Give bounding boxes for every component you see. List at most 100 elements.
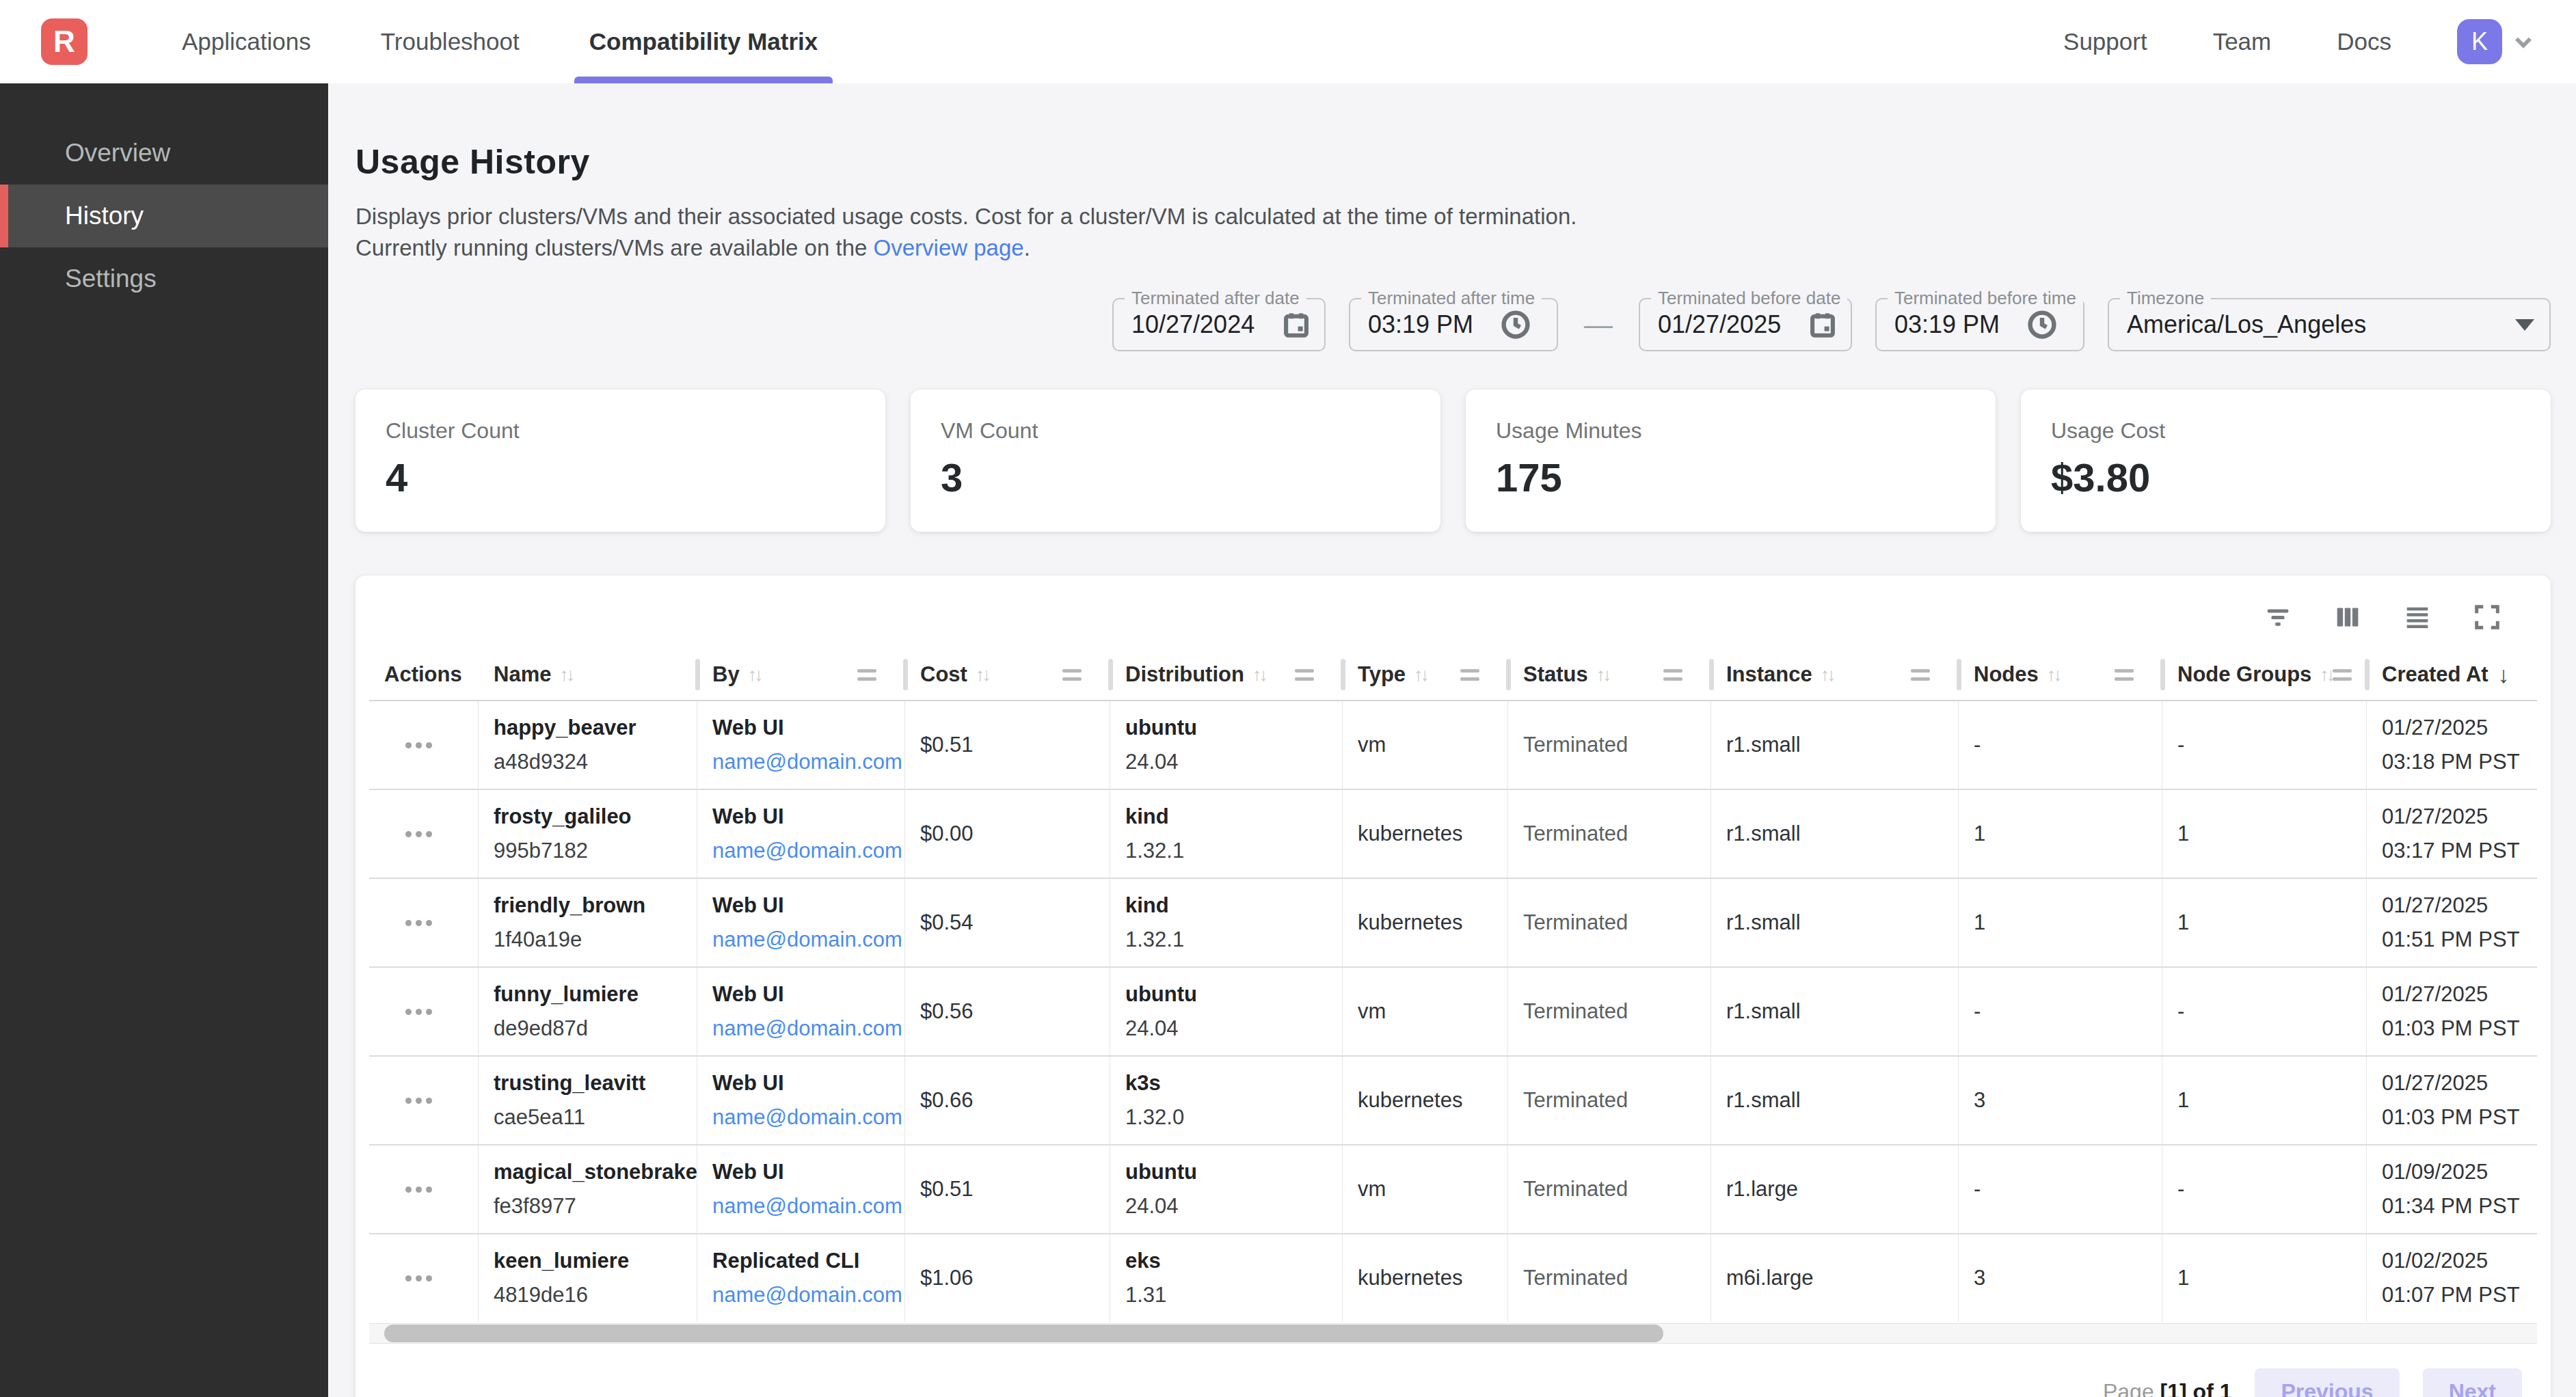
columns-icon[interactable] bbox=[2332, 601, 2363, 633]
nav-link-team[interactable]: Team bbox=[2213, 28, 2272, 55]
created-by-email-link[interactable]: name@domain.com bbox=[712, 1012, 895, 1046]
calendar-icon[interactable] bbox=[1808, 310, 1837, 339]
sort-desc-icon[interactable]: ↓ bbox=[2498, 662, 2510, 688]
instance-value: r1.small bbox=[1726, 817, 1948, 851]
scrollbar-thumb[interactable] bbox=[384, 1325, 1663, 1342]
column-header-nodes[interactable]: Nodes ↑↓ bbox=[1959, 649, 2162, 700]
column-menu-icon[interactable] bbox=[857, 669, 876, 681]
terminated-before-date-field[interactable]: Terminated before date 01/27/2025 bbox=[1639, 298, 1852, 351]
sort-icon[interactable]: ↑↓ bbox=[1596, 664, 1609, 686]
cluster-name: trusting_leavitt bbox=[494, 1066, 687, 1100]
sidebar-item-history[interactable]: History bbox=[0, 185, 328, 247]
status-value: Terminated bbox=[1523, 994, 1701, 1029]
horizontal-scrollbar[interactable] bbox=[369, 1323, 2537, 1344]
sort-icon[interactable]: ↑↓ bbox=[1821, 664, 1834, 686]
calendar-icon[interactable] bbox=[1282, 310, 1311, 339]
created-by-email-link[interactable]: name@domain.com bbox=[712, 1278, 895, 1312]
column-menu-icon[interactable] bbox=[1460, 669, 1479, 681]
overview-page-link[interactable]: Overview page bbox=[874, 235, 1024, 260]
column-header-cost[interactable]: Cost ↑↓ bbox=[905, 649, 1110, 700]
column-menu-icon[interactable] bbox=[1062, 669, 1082, 681]
created-by-email-link[interactable]: name@domain.com bbox=[712, 834, 895, 868]
sort-icon[interactable]: ↑↓ bbox=[1252, 664, 1265, 686]
filter-icon[interactable] bbox=[2262, 601, 2294, 633]
created-by-email-link[interactable]: name@domain.com bbox=[712, 923, 895, 957]
column-header-created-at[interactable]: Created At ↓ bbox=[2367, 649, 2537, 700]
timezone-select[interactable]: Timezone America/Los_Angeles bbox=[2108, 298, 2551, 351]
instance-cell: m6i.large bbox=[1711, 1234, 1959, 1322]
created-by-email-link[interactable]: name@domain.com bbox=[712, 745, 895, 779]
ellipsis-icon[interactable] bbox=[399, 913, 439, 933]
cluster-name: keen_lumiere bbox=[494, 1244, 687, 1278]
app-logo[interactable]: R bbox=[41, 18, 88, 65]
column-header-distribution[interactable]: Distribution ↑↓ bbox=[1110, 649, 1343, 700]
table-body: happy_beaver a48d9324 Web UI name@domain… bbox=[369, 701, 2537, 1322]
ellipsis-icon[interactable] bbox=[399, 1091, 439, 1111]
cost-cell: $1.06 bbox=[905, 1234, 1110, 1322]
terminated-after-date-field[interactable]: Terminated after date 10/27/2024 bbox=[1112, 298, 1326, 351]
cost-value: $0.56 bbox=[920, 994, 1100, 1029]
sort-icon[interactable]: ↑↓ bbox=[559, 664, 572, 686]
page-title: Usage History bbox=[355, 142, 2551, 182]
created-by-email-link[interactable]: name@domain.com bbox=[712, 1189, 895, 1223]
column-header-type[interactable]: Type ↑↓ bbox=[1343, 649, 1508, 700]
ellipsis-icon[interactable] bbox=[399, 1180, 439, 1199]
tab-applications[interactable]: Applications bbox=[153, 0, 340, 83]
sort-icon[interactable]: ↑↓ bbox=[976, 664, 989, 686]
account-menu[interactable]: K bbox=[2457, 19, 2535, 64]
column-header-by[interactable]: By ↑↓ bbox=[697, 649, 905, 700]
clock-icon[interactable] bbox=[2027, 310, 2057, 340]
tab-compatibility-matrix[interactable]: Compatibility Matrix bbox=[561, 0, 846, 83]
table-row: happy_beaver a48d9324 Web UI name@domain… bbox=[369, 701, 2537, 790]
ellipsis-icon[interactable] bbox=[399, 1002, 439, 1022]
fullscreen-icon[interactable] bbox=[2471, 601, 2503, 633]
column-header-status[interactable]: Status ↑↓ bbox=[1508, 649, 1711, 700]
column-header-instance[interactable]: Instance ↑↓ bbox=[1711, 649, 1959, 700]
name-cell: friendly_brown 1f40a19e bbox=[479, 879, 697, 966]
column-header-node-groups[interactable]: Node Groups ↑↓ bbox=[2162, 649, 2367, 700]
column-header-label: Actions bbox=[384, 662, 462, 687]
sidebar-item-settings[interactable]: Settings bbox=[0, 247, 328, 310]
ellipsis-icon[interactable] bbox=[399, 1269, 439, 1288]
nav-link-support[interactable]: Support bbox=[2063, 28, 2147, 55]
created-by-source: Web UI bbox=[712, 1066, 895, 1100]
type-cell: vm bbox=[1343, 701, 1508, 789]
sort-icon[interactable]: ↑↓ bbox=[2047, 664, 2060, 686]
ellipsis-icon[interactable] bbox=[399, 735, 439, 755]
clock-icon[interactable] bbox=[1501, 310, 1531, 340]
sort-icon[interactable]: ↑↓ bbox=[1414, 664, 1427, 686]
sort-icon[interactable]: ↑↓ bbox=[748, 664, 761, 686]
density-icon[interactable] bbox=[2402, 601, 2433, 633]
column-menu-icon[interactable] bbox=[2333, 669, 2352, 681]
node-groups-value: 1 bbox=[2177, 1083, 2357, 1117]
nav-link-docs[interactable]: Docs bbox=[2337, 28, 2391, 55]
stat-label: Usage Cost bbox=[2051, 418, 2521, 444]
column-header-actions[interactable]: Actions bbox=[369, 649, 479, 700]
column-menu-icon[interactable] bbox=[1663, 669, 1682, 681]
column-menu-icon[interactable] bbox=[1295, 669, 1314, 681]
distribution-name: kind bbox=[1125, 889, 1332, 923]
cost-value: $0.51 bbox=[920, 1172, 1100, 1206]
field-value: 01/27/2025 bbox=[1658, 310, 1781, 339]
sidebar-item-overview[interactable]: Overview bbox=[0, 122, 328, 185]
column-header-name[interactable]: Name ↑↓ bbox=[479, 649, 697, 700]
stat-card-vm-count: VM Count 3 bbox=[911, 390, 1440, 532]
previous-page-button[interactable]: Previous bbox=[2255, 1368, 2399, 1397]
column-header-label: Status bbox=[1523, 662, 1588, 687]
sort-icon[interactable]: ↑↓ bbox=[2320, 664, 2333, 686]
column-menu-icon[interactable] bbox=[1911, 669, 1930, 681]
stat-label: Cluster Count bbox=[386, 418, 855, 444]
terminated-after-time-field[interactable]: Terminated after time 03:19 PM bbox=[1349, 298, 1558, 351]
terminated-before-time-field[interactable]: Terminated before time 03:19 PM bbox=[1875, 298, 2084, 351]
next-page-button[interactable]: Next bbox=[2423, 1368, 2522, 1397]
dropdown-arrow-icon[interactable] bbox=[2515, 319, 2534, 331]
created-date: 01/09/2025 bbox=[2382, 1155, 2527, 1189]
column-menu-icon[interactable] bbox=[2115, 669, 2134, 681]
avatar[interactable]: K bbox=[2457, 19, 2502, 64]
ellipsis-icon[interactable] bbox=[399, 824, 439, 844]
row-actions-cell bbox=[369, 1145, 479, 1233]
field-value: 03:19 PM bbox=[1368, 310, 1473, 339]
distribution-cell: k3s 1.32.0 bbox=[1110, 1057, 1343, 1144]
created-by-email-link[interactable]: name@domain.com bbox=[712, 1100, 895, 1135]
tab-troubleshoot[interactable]: Troubleshoot bbox=[352, 0, 548, 83]
